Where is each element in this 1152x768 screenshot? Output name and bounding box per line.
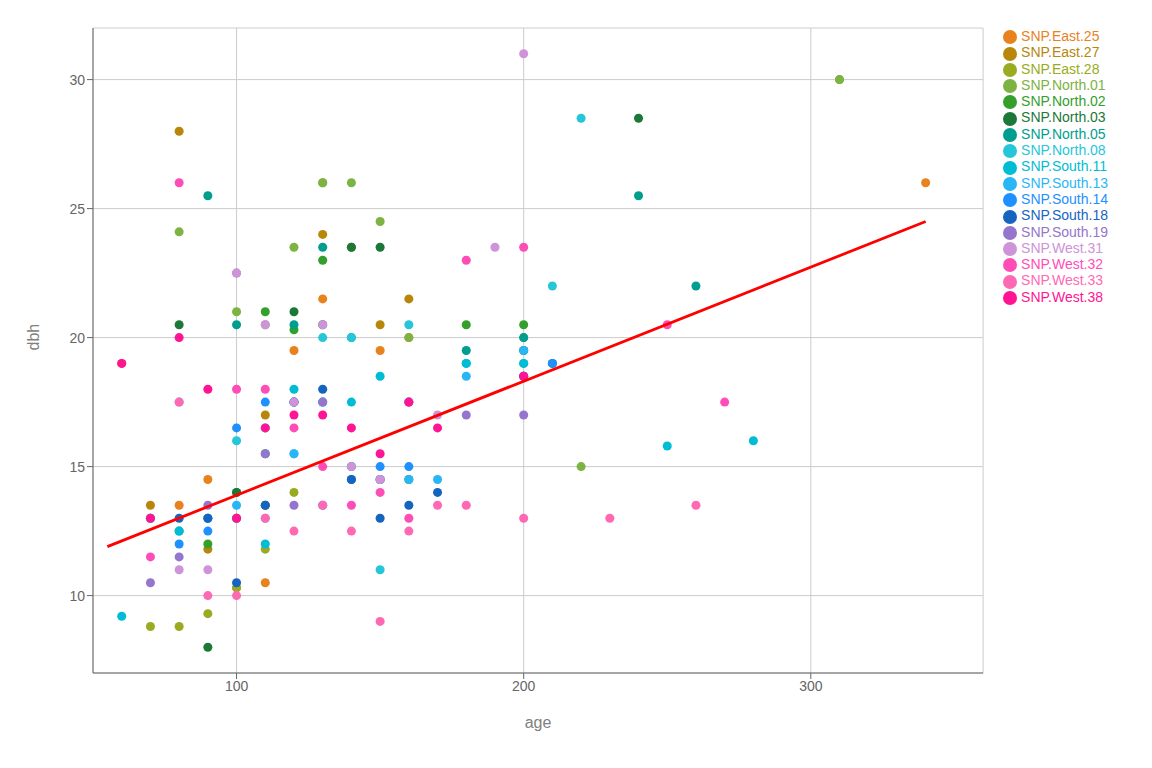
html-text:SNP.South.14: SNP.South.14 — [1021, 191, 1108, 207]
html-text:SNP.West.33: SNP.West.33 — [1021, 272, 1104, 289]
svg-text:100: 100 — [225, 678, 249, 694]
svg-text:300: 300 — [799, 678, 823, 694]
html-text:SNP.North.03: SNP.North.03 — [1021, 109, 1106, 126]
svg-text:dbh: dbh — [25, 324, 42, 351]
svg-text:10: 10 — [69, 588, 85, 604]
html-text:SNP.North.08: SNP.North.08 — [1021, 142, 1106, 159]
svg-text:15: 15 — [69, 459, 85, 475]
svg-text:25: 25 — [69, 201, 85, 217]
html-text:SNP.West.38: SNP.West.38 — [1021, 288, 1104, 305]
svg-text:20: 20 — [69, 330, 85, 346]
html-text:SNP.North.05: SNP.North.05 — [1021, 125, 1106, 142]
html-text:SNP.South.13: SNP.South.13 — [1021, 174, 1108, 191]
html-text:SNP.East.28: SNP.East.28 — [1021, 60, 1100, 77]
html-text:SNP.North.02: SNP.North.02 — [1021, 93, 1106, 110]
html-text:SNP.East.25: SNP.East.25 — [1021, 28, 1100, 44]
html-text:SNP.North.01: SNP.North.01 — [1021, 76, 1106, 93]
html-text:SNP.South.19: SNP.South.19 — [1021, 223, 1108, 240]
svg-text:200: 200 — [512, 678, 536, 694]
svg-text:age: age — [525, 714, 552, 731]
html-text:SNP.East.27: SNP.East.27 — [1021, 44, 1100, 61]
svg-text:30: 30 — [69, 72, 85, 88]
html-text:SNP.West.32: SNP.West.32 — [1021, 256, 1104, 273]
html-text:SNP.South.11: SNP.South.11 — [1021, 158, 1107, 175]
html-text:SNP.West.31: SNP.West.31 — [1021, 239, 1104, 256]
html-text:SNP.South.18: SNP.South.18 — [1021, 207, 1108, 224]
